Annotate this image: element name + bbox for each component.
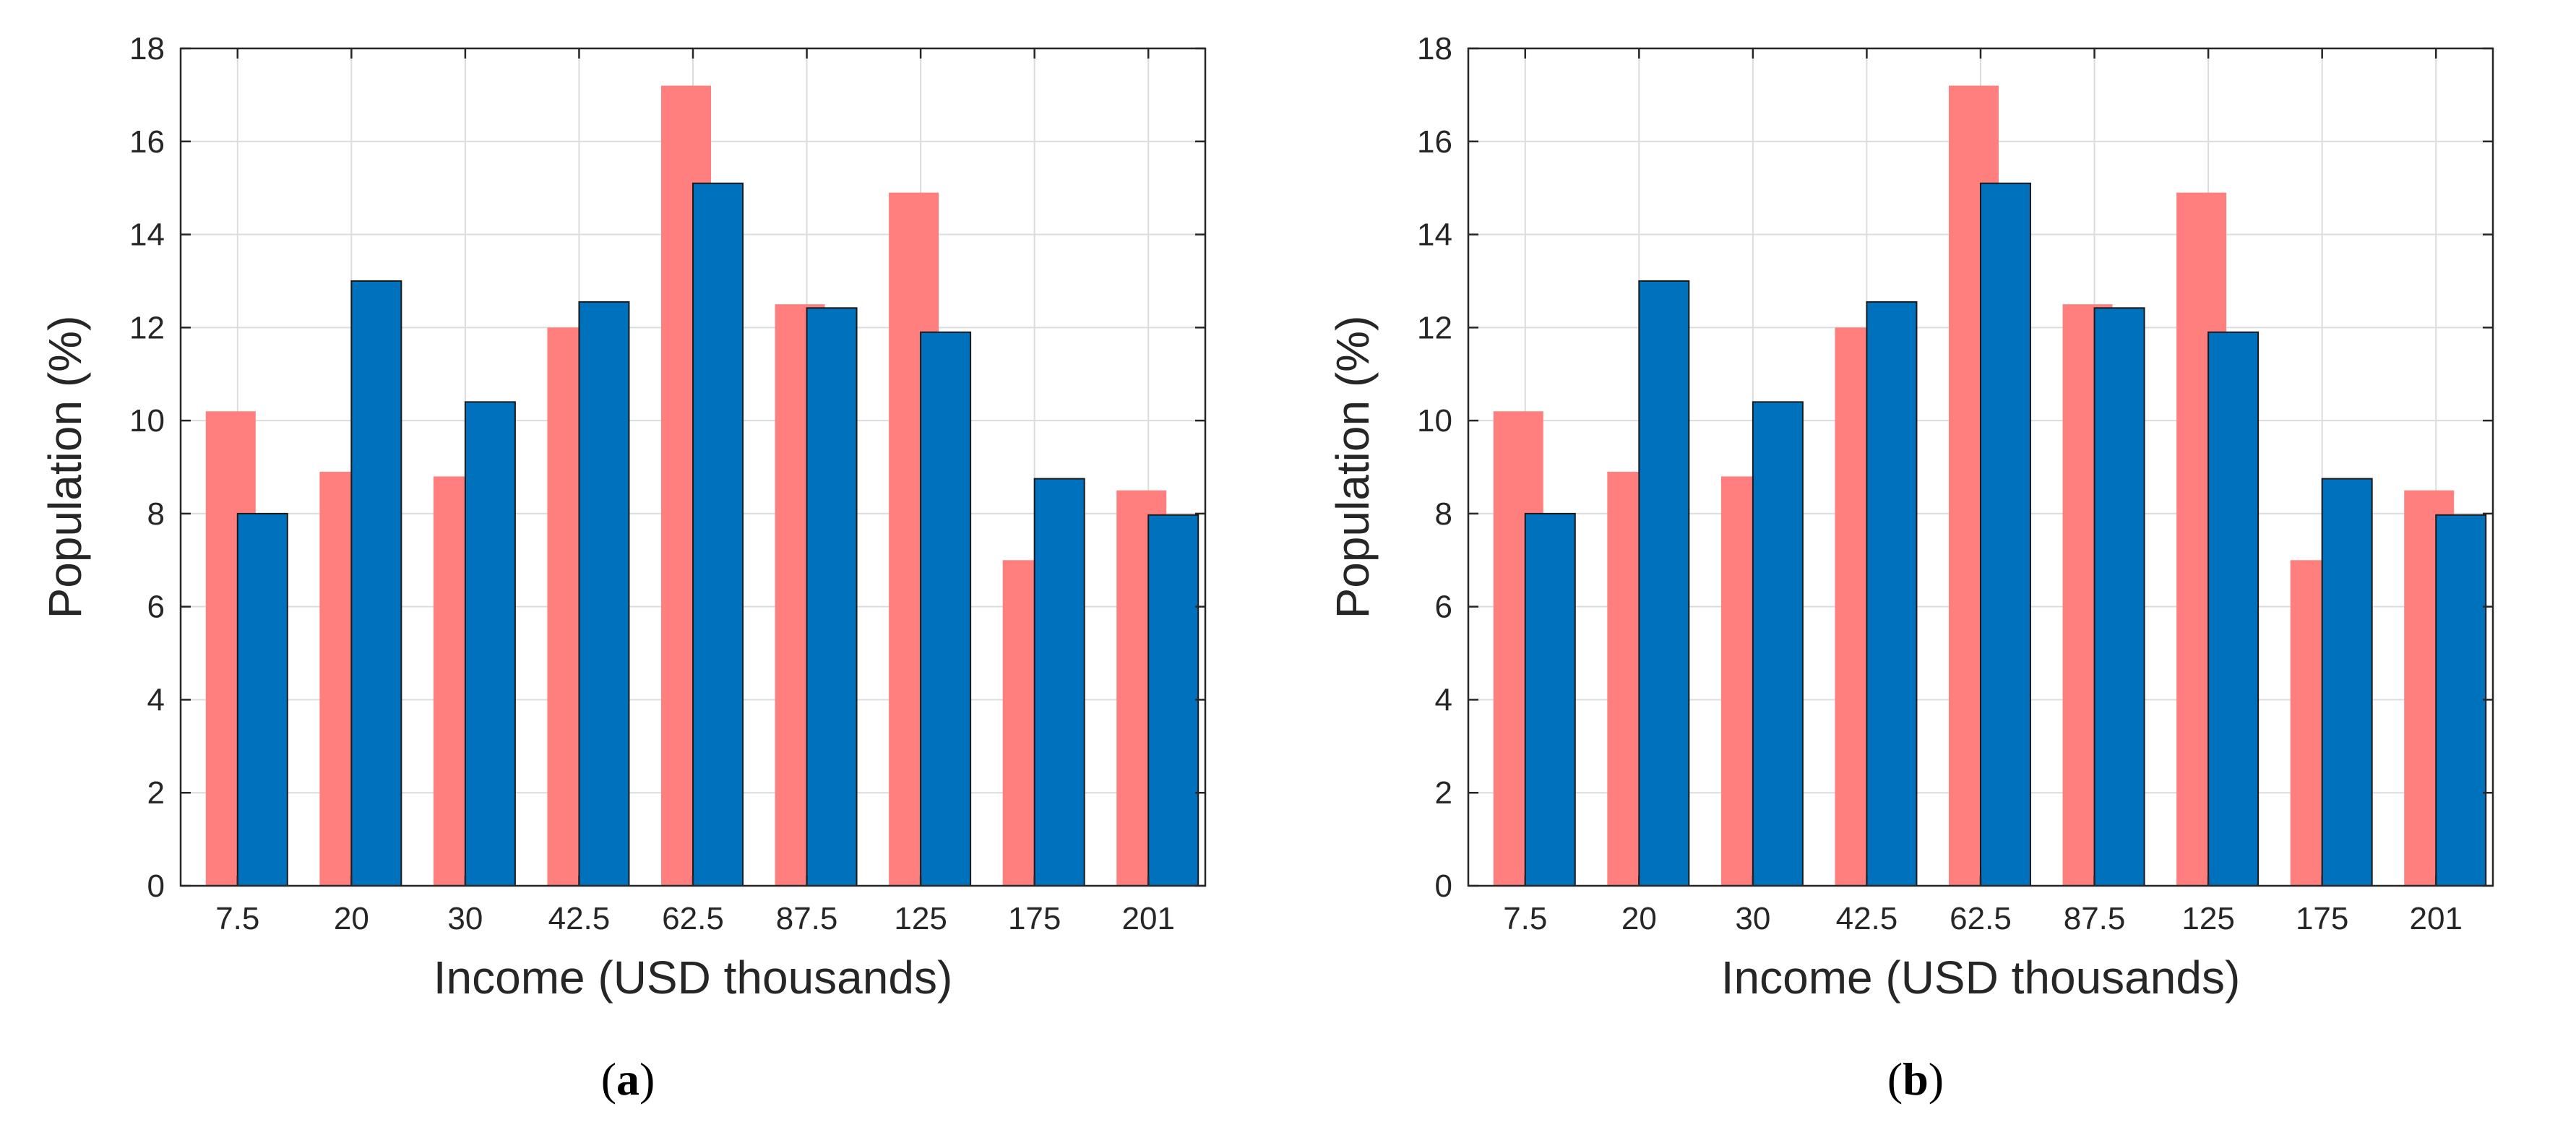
bar-series-2-125 — [2207, 331, 2260, 887]
y-tick-label: 16 — [129, 124, 165, 160]
bar-series-2-175 — [2321, 478, 2373, 887]
bar-series-2-42.5 — [1866, 301, 1918, 887]
bar-series-2-62.5 — [692, 182, 744, 887]
bar-series-2-201 — [2435, 514, 2487, 887]
panel-caption: (a) — [601, 1053, 655, 1105]
chart-panel-b: 0 2 4 6 8 10 12 14 16 18 7.5 20 30 42.5 62.5 87.5 125 175… — [1288, 0, 2575, 1130]
y-tick-label: 18 — [1417, 31, 1452, 66]
x-tick-label: 42.5 — [1836, 901, 1898, 936]
bar-series-2-30 — [464, 401, 516, 887]
y-tick-label: 14 — [129, 217, 165, 253]
panel-caption: (b) — [1887, 1053, 1944, 1105]
x-tick-label: 62.5 — [1950, 901, 2012, 936]
y-tick-label: 6 — [147, 590, 165, 625]
x-tick-label: 125 — [894, 901, 947, 936]
y-tick-label: 4 — [147, 682, 165, 717]
y-tick-label: 10 — [129, 403, 165, 439]
bar-series-2-175 — [1033, 478, 1085, 887]
x-tick-label: 87.5 — [2064, 901, 2126, 936]
y-tick-label: 14 — [1417, 217, 1452, 253]
y-axis-title: Population (%) — [39, 316, 91, 619]
x-tick-label: 201 — [1122, 901, 1175, 936]
x-tick-label: 175 — [2296, 901, 2348, 936]
x-tick-label: 7.5 — [215, 901, 259, 936]
bar-series-2-7.5 — [236, 512, 288, 887]
bar-series-2-30 — [1752, 401, 1804, 887]
y-tick-label: 0 — [1435, 868, 1452, 904]
y-tick-label: 12 — [1417, 310, 1452, 345]
x-axis-title: Income (USD thousands) — [1721, 952, 2241, 1004]
x-tick-label: 201 — [2410, 901, 2463, 936]
y-tick-label: 8 — [147, 496, 165, 532]
y-tick-label: 4 — [1435, 682, 1452, 717]
x-tick-label: 62.5 — [662, 901, 724, 936]
x-tick-label: 125 — [2181, 901, 2234, 936]
y-tick-label: 6 — [1435, 590, 1452, 625]
y-tick-label: 2 — [1435, 775, 1452, 811]
y-tick-label: 10 — [1417, 403, 1452, 439]
bar-series-2-20 — [1638, 280, 1690, 887]
y-tick-label: 12 — [129, 310, 165, 345]
x-axis-title: Income (USD thousands) — [434, 952, 953, 1004]
x-tick-label: 20 — [334, 901, 369, 936]
bar-series-2-125 — [920, 331, 972, 887]
y-tick-label: 18 — [129, 31, 165, 66]
y-tick-label: 2 — [147, 775, 165, 811]
bar-series-2-62.5 — [1980, 182, 2031, 887]
bar-series-2-87.5 — [806, 307, 858, 887]
chart-panel-a: 0 2 4 6 8 10 12 14 16 18 7.5 20 30 42.5 62.5 87.5 125 175… — [39, 31, 1207, 1105]
bar-series-2-87.5 — [2093, 307, 2145, 887]
bar-series-2-20 — [350, 280, 402, 887]
bar-chart-a: 0 2 4 6 8 10 12 14 16 18 7.5 20 30 42.5 62.5 87.5 125 175… — [39, 31, 1207, 1105]
x-tick-label: 30 — [447, 901, 483, 936]
bar-series-2-201 — [1147, 514, 1199, 887]
x-tick-label: 175 — [1008, 901, 1061, 936]
y-axis-title: Population (%) — [1327, 316, 1379, 619]
y-tick-label: 0 — [147, 868, 165, 904]
bar-chart-b: 0 2 4 6 8 10 12 14 16 18 7.5 20 30 42.5 62.5 87.5 125 175… — [1327, 31, 2494, 1105]
x-tick-label: 7.5 — [1503, 901, 1547, 936]
bar-series-2-42.5 — [578, 301, 630, 887]
x-tick-label: 30 — [1735, 901, 1770, 936]
y-tick-label: 8 — [1435, 496, 1452, 532]
bar-series-2-7.5 — [1524, 512, 1576, 887]
x-tick-label: 87.5 — [776, 901, 838, 936]
x-tick-label: 42.5 — [548, 901, 611, 936]
y-tick-label: 16 — [1417, 124, 1452, 160]
x-tick-label: 20 — [1621, 901, 1657, 936]
